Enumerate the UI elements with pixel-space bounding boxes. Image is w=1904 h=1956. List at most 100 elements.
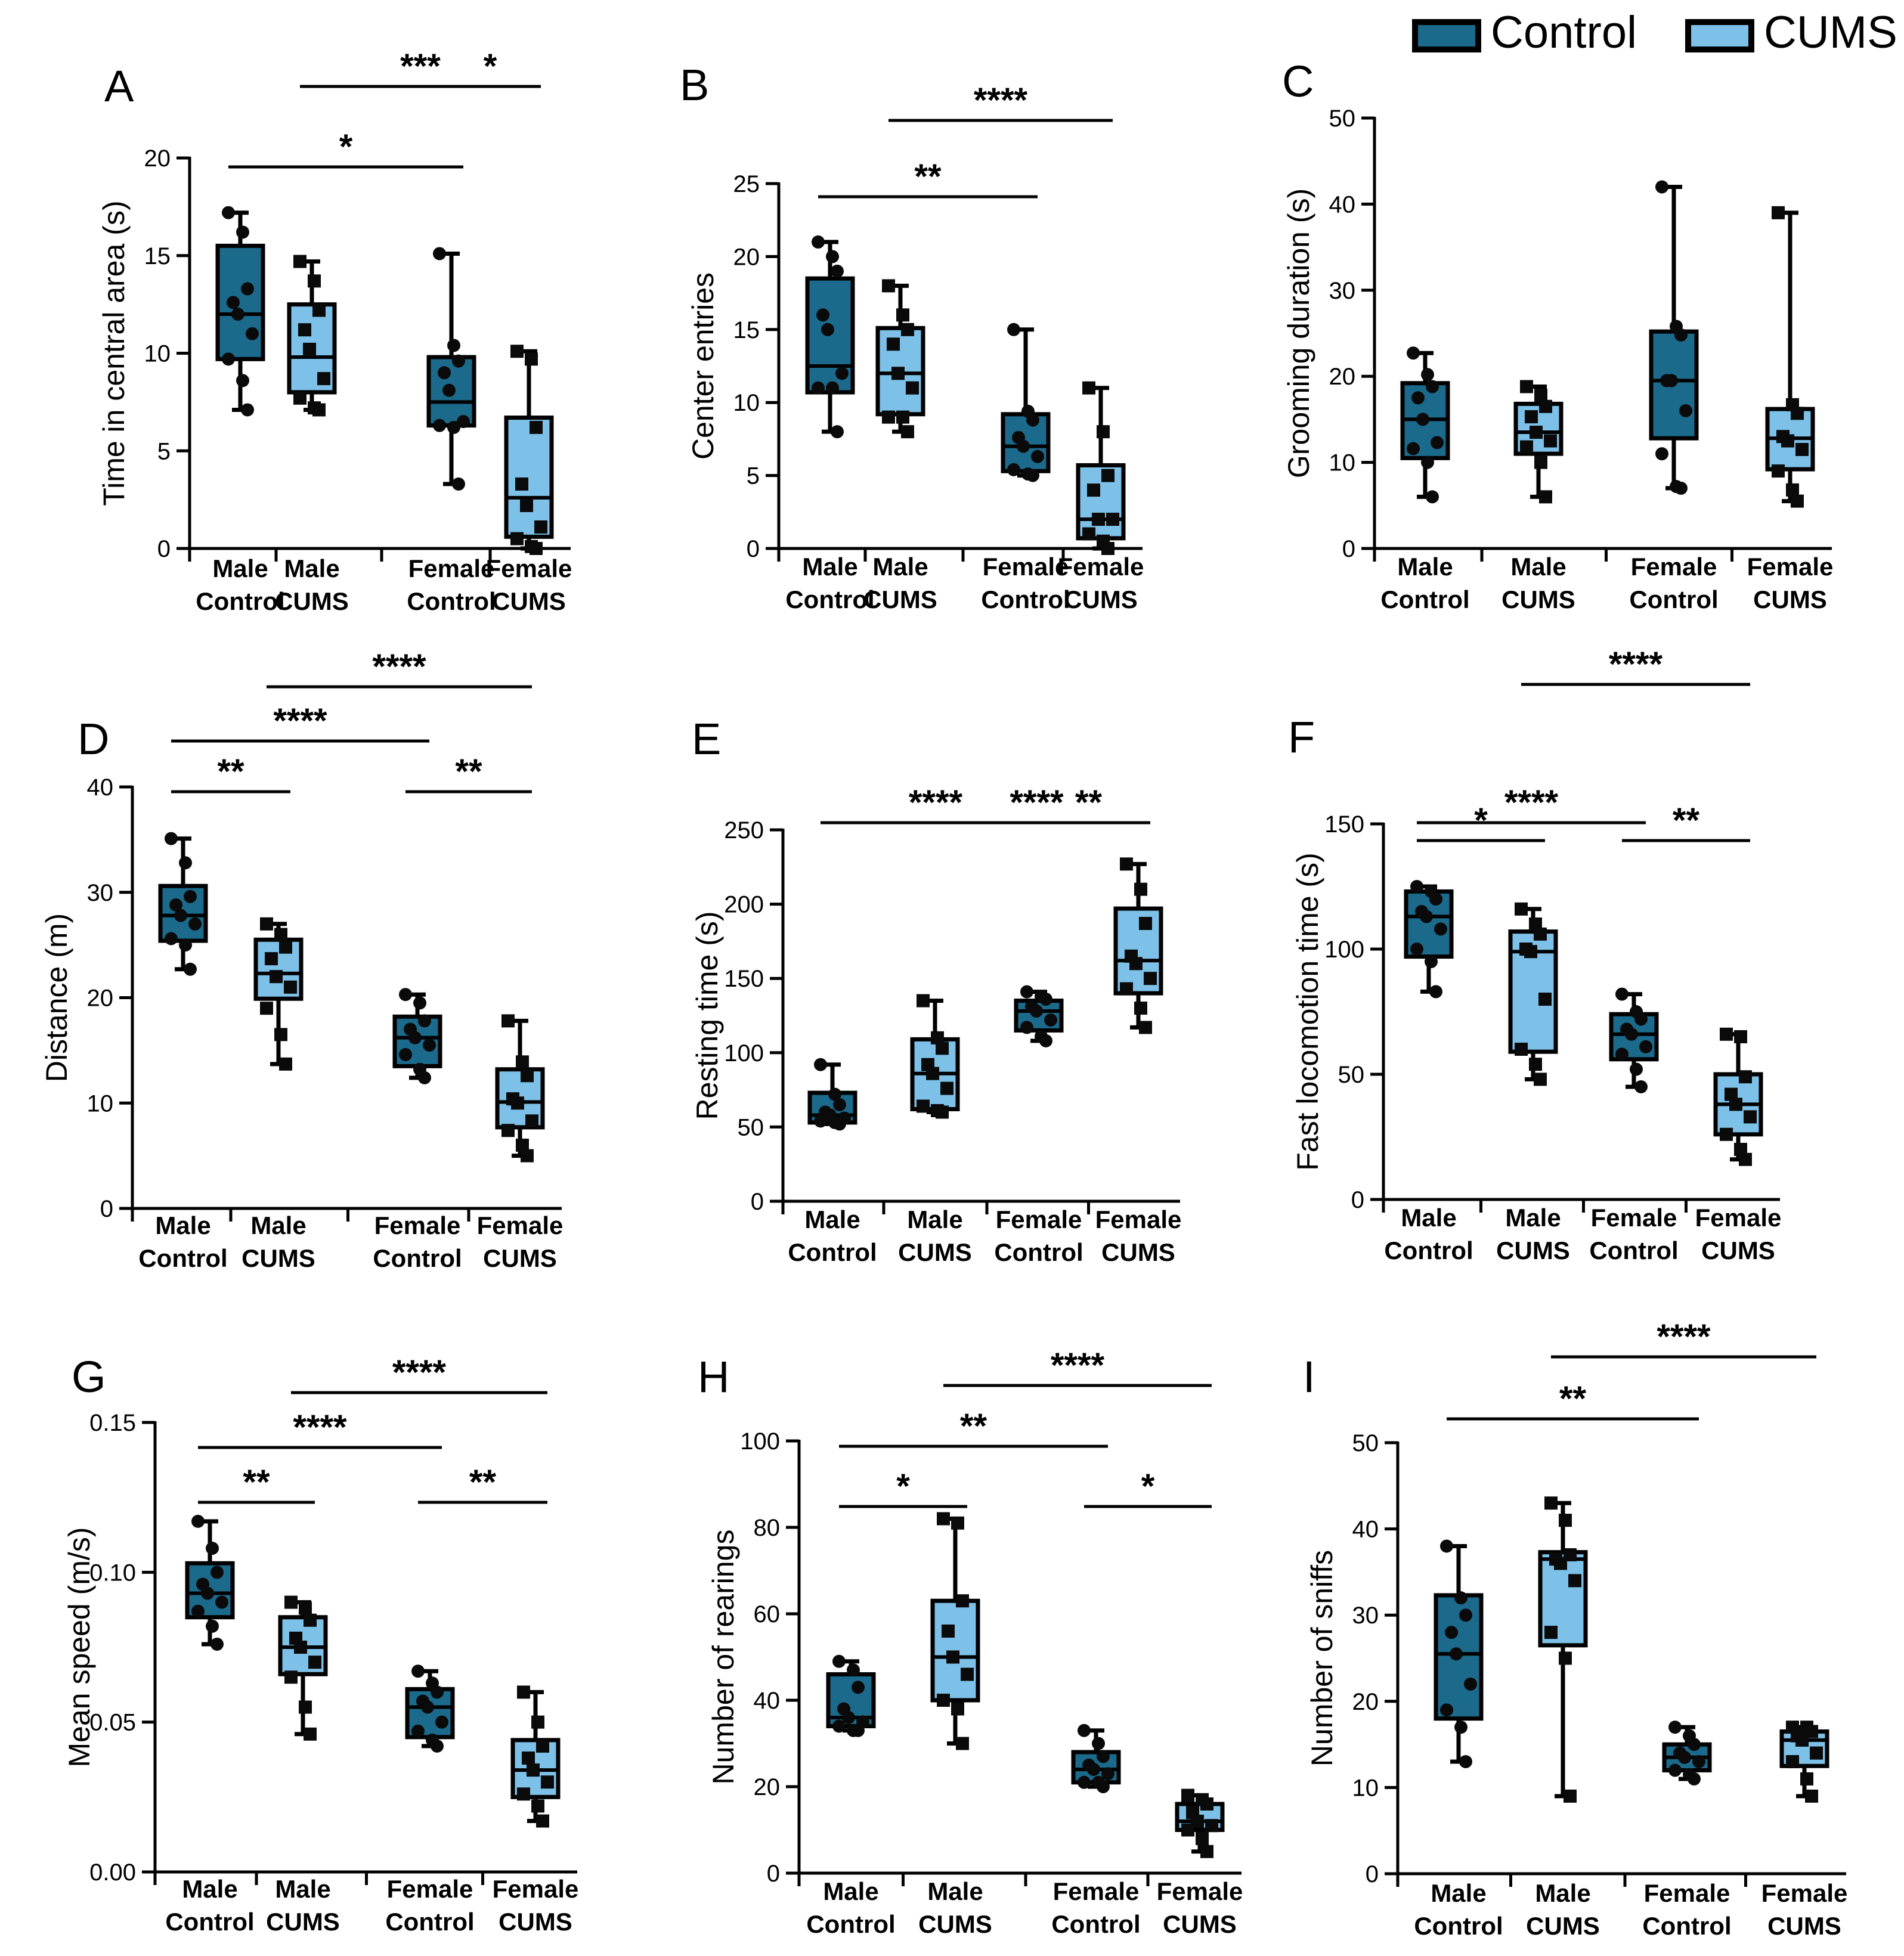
data-point <box>516 1055 529 1069</box>
data-point <box>1082 381 1095 395</box>
data-point <box>831 425 844 439</box>
significance-label: ** <box>455 752 482 791</box>
panel-b-y-tick-label: 10 <box>733 390 760 416</box>
panel-a-y-tick-label: 20 <box>144 145 171 172</box>
x-label-line2: Control <box>785 585 874 613</box>
data-point <box>826 381 839 395</box>
x-label-line2: Control <box>138 1244 227 1272</box>
significance-bracket: ** <box>1622 801 1750 842</box>
panel-a-group-4: Female CUMS <box>486 345 572 615</box>
data-point <box>906 381 919 395</box>
data-point <box>298 323 311 337</box>
x-label-line2: CUMS <box>1501 585 1575 613</box>
data-point <box>1544 434 1557 448</box>
panel-h-letter: H <box>698 1352 729 1402</box>
data-point <box>1744 1110 1757 1124</box>
data-point <box>1416 413 1429 426</box>
data-point <box>304 1727 317 1741</box>
data-point <box>1101 469 1114 482</box>
x-label-line1: Male <box>155 1211 210 1239</box>
data-point <box>917 994 930 1008</box>
panel-a-y-axis-label: Time in central area (s) <box>97 200 131 506</box>
x-label-line1: Female <box>387 1875 473 1903</box>
data-point <box>521 1069 534 1083</box>
data-point <box>274 928 287 941</box>
data-point <box>1101 542 1114 555</box>
data-point <box>525 1114 538 1128</box>
panel-e-y-tick-label: 50 <box>738 1114 764 1140</box>
data-point <box>901 425 914 439</box>
panel-e-group-1: Male Control <box>788 1058 877 1266</box>
x-label-line1: Female <box>1058 553 1144 581</box>
data-point <box>1087 483 1100 497</box>
data-point <box>457 415 470 429</box>
significance-label: **** <box>1051 1346 1105 1385</box>
data-point <box>188 917 202 931</box>
panel-b-group-4: Female CUMS <box>1058 381 1144 613</box>
data-point <box>531 1715 544 1729</box>
data-point <box>1665 374 1678 388</box>
data-point <box>816 308 829 322</box>
data-point <box>169 898 182 912</box>
significance-bracket: * <box>839 1467 967 1508</box>
panel-h-y-tick-label: 60 <box>754 1601 781 1628</box>
data-point <box>525 352 538 366</box>
data-point <box>1200 1797 1213 1811</box>
significance-bracket: ** <box>171 752 290 793</box>
panel-c-group-1: Male Control <box>1380 346 1470 613</box>
data-point <box>308 1656 321 1669</box>
x-label-line1: Male <box>1431 1879 1486 1907</box>
data-point <box>534 520 547 534</box>
data-point <box>1674 328 1688 342</box>
data-point <box>452 477 465 491</box>
data-point <box>1097 1780 1110 1793</box>
data-point <box>1454 1721 1468 1734</box>
data-point <box>501 1124 515 1137</box>
panel-i-group-1: Male Control <box>1414 1539 1503 1940</box>
panel-b-group-3: Female Control <box>981 323 1070 613</box>
data-point <box>1615 987 1629 1001</box>
data-point <box>1668 1721 1682 1734</box>
significance-label: ** <box>1559 1380 1587 1418</box>
data-point <box>452 354 465 368</box>
data-point <box>174 909 187 922</box>
x-label-line1: Male <box>275 1875 330 1903</box>
data-point <box>833 1117 846 1131</box>
x-label-line2: CUMS <box>499 1908 572 1936</box>
x-label-line2: CUMS <box>1701 1236 1775 1264</box>
data-point <box>1639 1040 1652 1053</box>
data-point <box>1445 1626 1458 1639</box>
x-label-line1: Female <box>1761 1879 1848 1907</box>
panel-h-group-2: Male CUMS <box>918 1512 992 1938</box>
panel-e-group-2: Male CUMS <box>898 994 972 1266</box>
data-point <box>222 352 235 366</box>
data-point <box>1431 436 1444 450</box>
x-label-line1: Female <box>493 1875 579 1903</box>
significance-label: ** <box>1673 801 1700 840</box>
data-point <box>1087 1763 1100 1776</box>
data-point <box>812 235 825 249</box>
data-point <box>206 1542 219 1555</box>
panel-b-y-axis-label: Center entries <box>686 272 720 460</box>
data-point <box>184 889 197 903</box>
data-point <box>515 477 528 491</box>
panel-f-y-tick-label: 0 <box>1351 1187 1364 1213</box>
data-point <box>1044 1013 1057 1027</box>
data-point <box>936 1105 949 1119</box>
x-label-line1: Female <box>374 1211 461 1239</box>
data-point <box>832 1654 846 1668</box>
data-point <box>1129 957 1143 971</box>
significance-label: **** <box>974 81 1028 120</box>
panel-e-y-tick-label: 150 <box>724 966 764 992</box>
panel-h-y-tick-label: 100 <box>740 1428 780 1455</box>
significance-label: **** <box>1657 1318 1711 1356</box>
panel-b-y-tick-label: 0 <box>747 536 760 562</box>
data-point <box>937 1694 950 1707</box>
panel-d-group-4: Female CUMS <box>477 1014 563 1272</box>
data-point <box>1440 1539 1453 1553</box>
data-point <box>447 339 460 352</box>
data-point <box>1634 1080 1648 1093</box>
